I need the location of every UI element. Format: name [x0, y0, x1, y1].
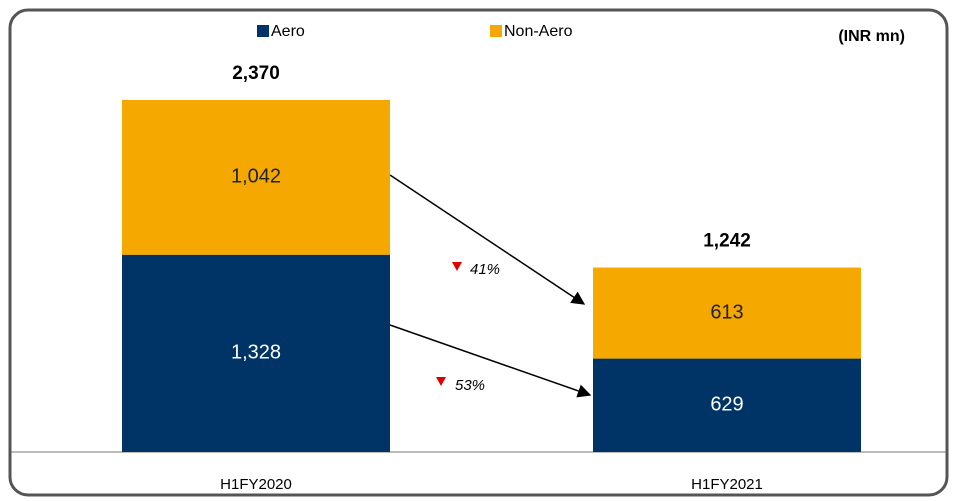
- arrow: [389, 324, 592, 398]
- arrow: [389, 174, 586, 305]
- bar-segment: [593, 358, 861, 452]
- annotation: 41%: [470, 261, 500, 278]
- total-label: 1,242: [703, 231, 751, 252]
- legend-label: Non-Aero: [504, 23, 573, 40]
- legend-label: Aero: [271, 23, 305, 40]
- segment-label: 629: [710, 394, 743, 416]
- x-tick-label: H1FY2021: [691, 476, 763, 493]
- bar-segment: [593, 267, 861, 359]
- total-label: 2,370: [232, 63, 280, 84]
- annotation: 53%: [455, 377, 485, 394]
- legend-swatch: [257, 25, 269, 37]
- x-tick-label: H1FY2020: [220, 476, 292, 493]
- bar-segment: [122, 254, 390, 452]
- down-triangle: [436, 377, 446, 386]
- legend-swatch: [490, 25, 502, 37]
- unit-label: (INR mn): [838, 28, 905, 45]
- bar-segment: [122, 100, 390, 255]
- segment-label: 613: [710, 301, 743, 323]
- segment-label: 1,328: [231, 342, 281, 364]
- down-triangle: [452, 262, 462, 271]
- segment-label: 1,042: [231, 166, 281, 188]
